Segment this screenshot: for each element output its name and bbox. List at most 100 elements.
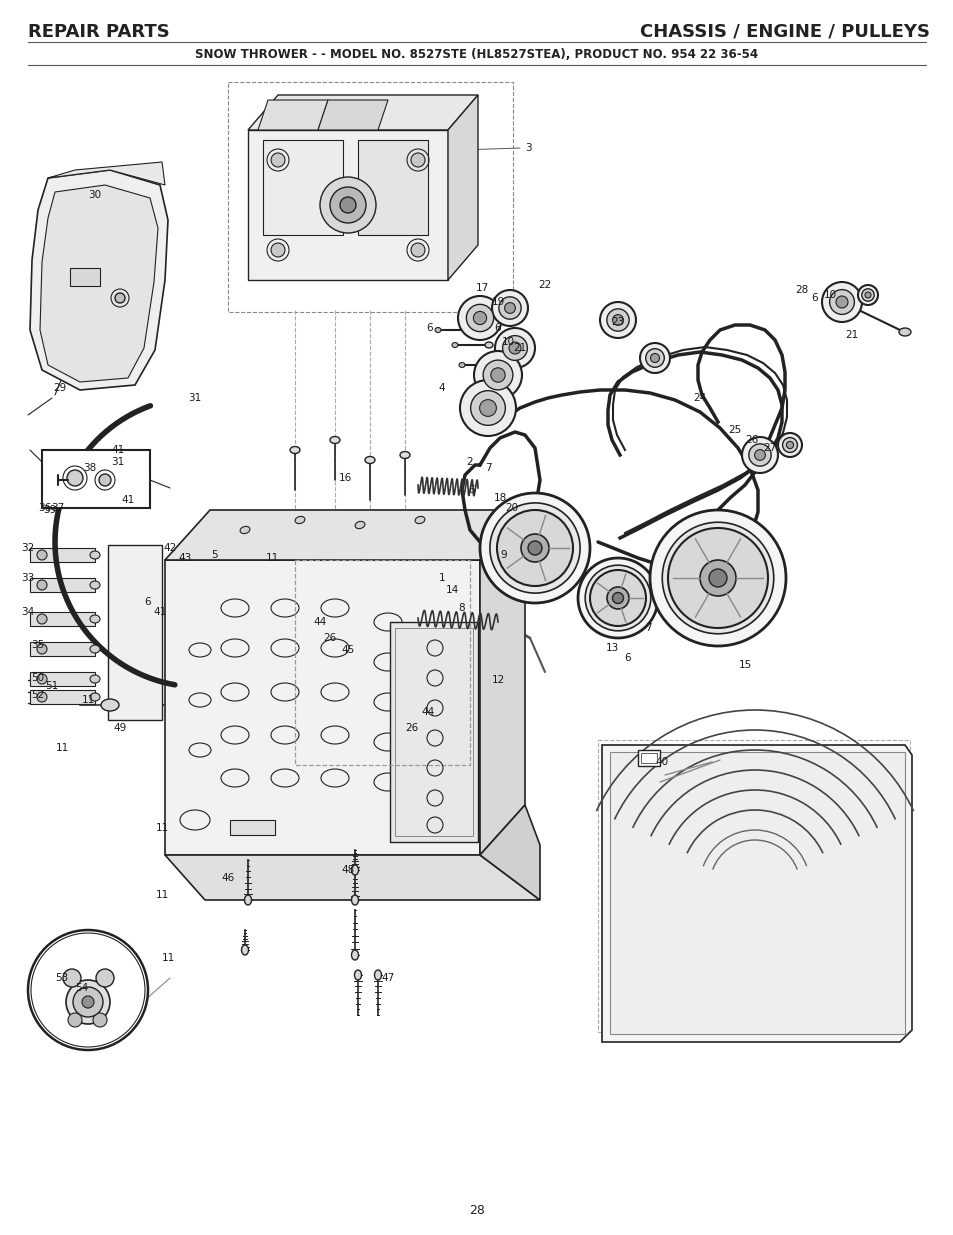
Text: 37: 37 bbox=[51, 503, 65, 513]
Circle shape bbox=[639, 343, 669, 373]
Ellipse shape bbox=[240, 526, 250, 534]
Text: 12: 12 bbox=[491, 676, 504, 685]
Circle shape bbox=[479, 400, 496, 416]
Circle shape bbox=[599, 303, 636, 338]
Text: 41: 41 bbox=[121, 495, 134, 505]
Circle shape bbox=[479, 493, 589, 603]
Polygon shape bbox=[248, 95, 477, 130]
Text: 23: 23 bbox=[611, 317, 624, 327]
Circle shape bbox=[459, 380, 516, 436]
Circle shape bbox=[271, 153, 285, 167]
Circle shape bbox=[835, 296, 847, 308]
Text: 26: 26 bbox=[405, 722, 418, 734]
Text: 7: 7 bbox=[484, 463, 491, 473]
Ellipse shape bbox=[351, 895, 358, 905]
Circle shape bbox=[37, 580, 47, 590]
Circle shape bbox=[99, 474, 111, 487]
Text: 9: 9 bbox=[500, 550, 507, 559]
Circle shape bbox=[68, 1013, 82, 1028]
Text: 52: 52 bbox=[31, 690, 45, 700]
Text: 38: 38 bbox=[83, 463, 96, 473]
Text: 34: 34 bbox=[21, 606, 34, 618]
Circle shape bbox=[271, 243, 285, 257]
Circle shape bbox=[645, 348, 663, 367]
Circle shape bbox=[578, 558, 658, 638]
Ellipse shape bbox=[355, 521, 365, 529]
Text: 25: 25 bbox=[727, 425, 740, 435]
Text: SNOW THROWER - - MODEL NO. 8527STE (HL8527STEA), PRODUCT NO. 954 22 36-54: SNOW THROWER - - MODEL NO. 8527STE (HL85… bbox=[195, 48, 758, 62]
Bar bbox=[598, 740, 909, 1032]
Text: 39: 39 bbox=[43, 505, 56, 515]
Bar bbox=[230, 820, 274, 835]
Circle shape bbox=[864, 291, 870, 298]
Circle shape bbox=[473, 311, 486, 325]
Circle shape bbox=[649, 510, 785, 646]
Text: 31: 31 bbox=[112, 457, 125, 467]
Text: 14: 14 bbox=[445, 585, 458, 595]
Circle shape bbox=[330, 186, 366, 224]
Text: 26: 26 bbox=[323, 634, 336, 643]
Ellipse shape bbox=[415, 516, 424, 524]
Circle shape bbox=[37, 550, 47, 559]
Ellipse shape bbox=[330, 436, 339, 443]
Text: 11: 11 bbox=[155, 823, 169, 832]
Ellipse shape bbox=[484, 342, 493, 348]
Text: 29: 29 bbox=[53, 383, 67, 393]
Circle shape bbox=[857, 285, 877, 305]
Circle shape bbox=[741, 437, 778, 473]
Text: 7: 7 bbox=[644, 622, 651, 634]
Circle shape bbox=[504, 303, 515, 314]
Circle shape bbox=[612, 593, 623, 604]
Bar bbox=[30, 672, 95, 685]
Circle shape bbox=[661, 522, 773, 634]
Circle shape bbox=[708, 569, 726, 587]
Text: 53: 53 bbox=[55, 973, 69, 983]
Text: 50: 50 bbox=[31, 673, 45, 683]
Text: 3: 3 bbox=[524, 143, 531, 153]
Bar bbox=[357, 140, 428, 235]
Text: 11: 11 bbox=[265, 553, 278, 563]
Bar bbox=[30, 613, 95, 626]
Circle shape bbox=[67, 471, 83, 487]
Text: 6: 6 bbox=[468, 485, 475, 495]
Ellipse shape bbox=[351, 950, 358, 960]
Text: REPAIR PARTS: REPAIR PARTS bbox=[28, 23, 170, 41]
Ellipse shape bbox=[290, 447, 299, 453]
Bar bbox=[42, 450, 150, 508]
Circle shape bbox=[785, 441, 793, 448]
Ellipse shape bbox=[101, 699, 119, 711]
Text: 26: 26 bbox=[744, 435, 758, 445]
Bar bbox=[30, 578, 95, 592]
Text: 11: 11 bbox=[155, 890, 169, 900]
Text: 32: 32 bbox=[21, 543, 34, 553]
Text: 10: 10 bbox=[822, 290, 836, 300]
Ellipse shape bbox=[90, 693, 100, 701]
Circle shape bbox=[829, 289, 854, 315]
Circle shape bbox=[527, 541, 541, 555]
Text: 42: 42 bbox=[163, 543, 176, 553]
Polygon shape bbox=[48, 162, 165, 185]
Bar bbox=[609, 752, 904, 1034]
Text: 33: 33 bbox=[21, 573, 34, 583]
Polygon shape bbox=[165, 510, 524, 559]
Ellipse shape bbox=[490, 362, 497, 368]
Text: 41: 41 bbox=[153, 606, 167, 618]
Polygon shape bbox=[448, 95, 477, 280]
Ellipse shape bbox=[90, 676, 100, 683]
Polygon shape bbox=[165, 855, 539, 900]
Circle shape bbox=[92, 1013, 107, 1028]
Circle shape bbox=[339, 198, 355, 212]
Polygon shape bbox=[108, 545, 162, 720]
Circle shape bbox=[498, 296, 520, 319]
Text: 6: 6 bbox=[145, 597, 152, 606]
Circle shape bbox=[584, 566, 650, 631]
Text: 2: 2 bbox=[466, 457, 473, 467]
Ellipse shape bbox=[365, 457, 375, 463]
Bar bbox=[30, 690, 95, 704]
Circle shape bbox=[37, 643, 47, 655]
Bar bbox=[30, 548, 95, 562]
Text: 27: 27 bbox=[762, 443, 776, 453]
Circle shape bbox=[778, 433, 801, 457]
Text: 1: 1 bbox=[438, 573, 445, 583]
Circle shape bbox=[490, 503, 579, 593]
